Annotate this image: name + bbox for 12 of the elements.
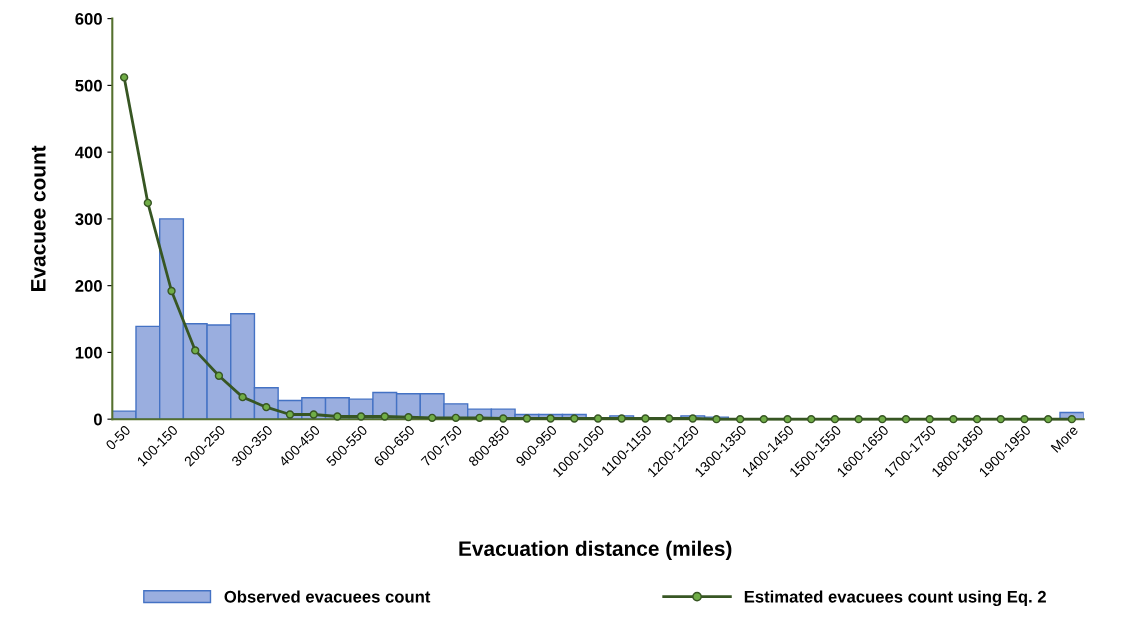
y-axis-title: Evacuee count	[31, 145, 46, 292]
x-tick-label: 0-50	[105, 424, 131, 451]
y-tick-label: 500	[75, 79, 102, 92]
legend-label: Estimated evacuees count using Eq. 2	[744, 590, 1046, 606]
y-tick-label: 300	[75, 213, 102, 226]
legend-label: Observed evacuees count	[224, 590, 431, 603]
y-tick-label: 100	[75, 346, 102, 359]
y-tick-label: 600	[75, 13, 102, 25]
y-tick-label: 0	[93, 413, 102, 426]
x-axis-title: Evacuation distance (miles)	[459, 540, 732, 561]
y-tick-label: 400	[75, 146, 102, 159]
y-tick-label: 200	[75, 280, 102, 292]
